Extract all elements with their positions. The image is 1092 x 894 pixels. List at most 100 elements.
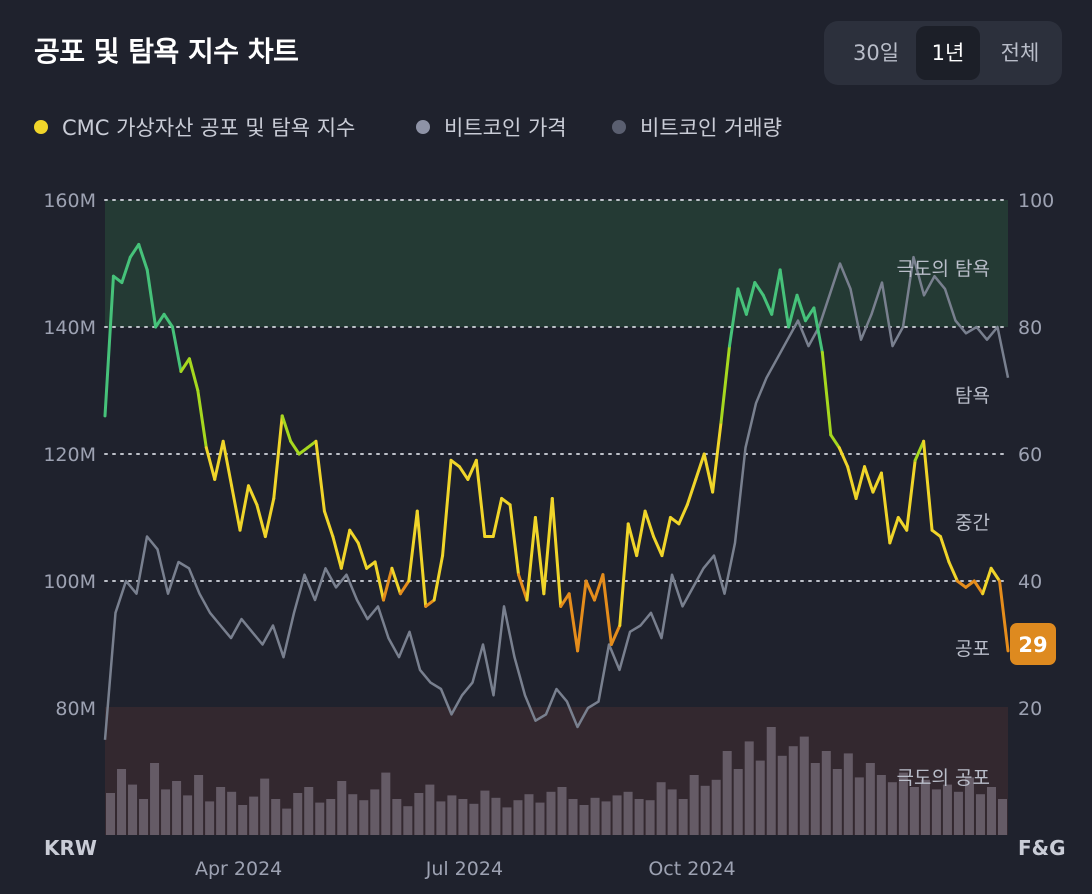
fear-greed-line-segment [837, 446, 850, 469]
fear-greed-line-segment [491, 496, 504, 539]
fear-greed-line-segment [753, 281, 765, 297]
volume-bar [898, 772, 908, 835]
fear-greed-line-segment [711, 420, 723, 494]
fear-greed-line-segment [660, 516, 672, 558]
fear-greed-line-segment [592, 573, 605, 602]
fear-greed-line-segment [846, 465, 858, 500]
zone-label-extreme-fear: 극도의 공포 [897, 767, 990, 789]
fear-greed-line-segment [795, 293, 807, 323]
legend-dot-icon [34, 120, 48, 134]
fear-greed-line-segment [820, 350, 833, 437]
fear-greed-line-segment [913, 439, 926, 462]
fear-greed-line-segment [196, 389, 208, 450]
volume-bar [557, 787, 567, 835]
range-tab-30d[interactable]: 30일 [852, 41, 900, 65]
volume-bar [238, 805, 248, 835]
fear-greed-line-segment [787, 293, 799, 329]
volume-bar [777, 755, 787, 835]
x-tick-label: Apr 2024 [195, 858, 282, 880]
fear-greed-line-segment [930, 528, 942, 539]
fear-greed-line-segment [576, 579, 588, 653]
fear-greed-line-segment [441, 458, 453, 558]
volume-bar [480, 790, 490, 835]
right-tick-label: 20 [1018, 698, 1042, 720]
right-axis-label: F&G [1018, 836, 1066, 860]
volume-bar [876, 775, 886, 835]
fear-greed-line-segment [221, 439, 234, 488]
fear-greed-line-segment [238, 484, 250, 532]
volume-bar [700, 785, 710, 835]
fear-greed-line-segment [314, 439, 326, 513]
x-tick-label: Oct 2024 [648, 858, 735, 880]
fear-greed-line-segment [542, 496, 554, 596]
volume-bar [678, 799, 688, 835]
fear-greed-line-segment [694, 452, 706, 481]
fear-greed-line-segment [280, 414, 293, 443]
fear-greed-line-segment [550, 496, 563, 608]
zone-label-fear: 공포 [955, 638, 990, 660]
volume-bar [865, 763, 875, 835]
fear-greed-line-segment [525, 516, 537, 602]
volume-bar [986, 787, 996, 835]
fear-greed-line-segment [272, 414, 284, 500]
volume-bar [282, 808, 292, 835]
volume-bar [645, 800, 655, 835]
right-tick-label: 60 [1018, 444, 1042, 466]
range-tab-1y[interactable]: 1년 [916, 26, 980, 80]
volume-bar [381, 772, 391, 835]
legend-item-btc-price[interactable]: 비트코인 가격 [416, 112, 567, 142]
volume-bar [931, 789, 941, 835]
volume-bar [205, 801, 215, 835]
fear-greed-line-segment [964, 579, 976, 589]
legend-label: CMC 가상자산 공포 및 탐욕 지수 [62, 116, 356, 140]
fear-greed-line-segment [331, 535, 343, 570]
fear-greed-line-segment [685, 477, 698, 507]
volume-bar [964, 777, 974, 835]
fear-greed-line-segment [955, 579, 968, 589]
fear-greed-line-segment [719, 344, 732, 424]
fear-greed-line-segment [162, 312, 175, 329]
volume-bar [975, 794, 985, 835]
fear-greed-line-segment [179, 357, 191, 373]
fear-greed-line-segment [255, 503, 267, 539]
fear-greed-line-segment [879, 471, 892, 545]
volume-bar [128, 784, 138, 835]
fear-greed-line-segment [677, 503, 689, 526]
range-tab-all[interactable]: 전체 [1000, 41, 1040, 65]
fear-greed-line-segment [736, 287, 748, 316]
volume-bar [348, 794, 358, 835]
volume-bar [623, 791, 633, 835]
legend-item-fear-greed[interactable]: CMC 가상자산 공포 및 탐욕 지수 [34, 112, 355, 142]
volume-bar [722, 751, 732, 835]
fear-greed-line-segment [829, 433, 841, 450]
volume-bar [502, 807, 512, 835]
fear-greed-line-segment [145, 268, 158, 329]
volume-bar [854, 777, 864, 835]
left-tick-label: 160M [43, 190, 96, 212]
legend-item-btc-volume[interactable]: 비트코인 거래량 [612, 112, 782, 142]
fear-greed-line-segment [289, 439, 301, 456]
volume-bar [469, 803, 479, 835]
btc-price-line [103, 255, 1010, 740]
volume-bar [524, 794, 534, 835]
fear-greed-line-segment [567, 592, 580, 653]
fear-greed-line-segment [668, 516, 681, 526]
fear-greed-line-segment [381, 566, 394, 602]
fear-greed-line-segment [449, 458, 461, 469]
volume-bar [161, 789, 171, 835]
fear-greed-line-segment [111, 274, 124, 285]
fear-greed-line-segment [128, 242, 141, 259]
fear-greed-line-segment [702, 452, 715, 494]
volume-bar [535, 802, 545, 835]
fear-greed-line-segment [761, 293, 774, 316]
fear-greed-line-segment [981, 566, 993, 596]
fear-greed-line-segment [457, 465, 470, 481]
volume-bar [194, 775, 204, 835]
fear-greed-line-segment [905, 458, 917, 532]
volume-bar [920, 779, 930, 835]
fear-greed-line-segment [154, 312, 166, 329]
fear-greed-line-segment [474, 458, 487, 539]
fear-greed-line-segment [373, 560, 385, 602]
volume-bar [326, 799, 336, 835]
page-title: 공포 및 탐욕 지수 차트 [34, 35, 299, 68]
